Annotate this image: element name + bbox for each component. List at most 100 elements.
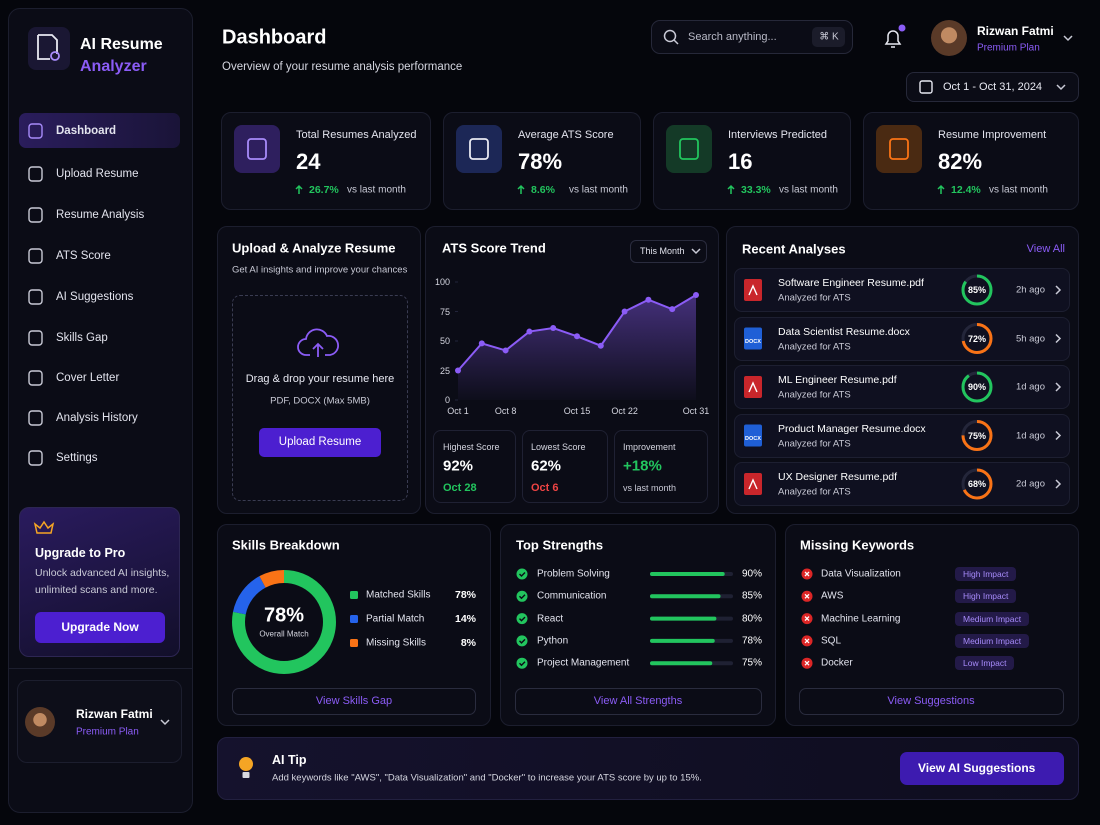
- link-button[interactable]: [799, 688, 1064, 715]
- nav-icon: [28, 248, 43, 264]
- recent-row[interactable]: [734, 413, 1070, 458]
- check-mark: [519, 572, 526, 577]
- link-button[interactable]: [232, 688, 476, 715]
- chart-title: ATS Score Trend: [442, 240, 546, 256]
- nav-item[interactable]: Analysis History: [56, 412, 138, 424]
- check-icon: [516, 635, 528, 647]
- upload-button[interactable]: Upload Resume: [259, 428, 381, 457]
- summary-value: 62%: [531, 457, 562, 475]
- nav-item[interactable]: AI Suggestions: [56, 291, 134, 303]
- link-button[interactable]: [515, 688, 762, 715]
- nav-item[interactable]: Upload Resume: [56, 168, 139, 180]
- nav-item[interactable]: Cover Letter: [56, 372, 120, 384]
- up-arrow: [295, 184, 303, 194]
- file-note: Analyzed for ATS: [778, 438, 851, 449]
- panel-title: Missing Keywords: [800, 537, 915, 553]
- score-ring: [961, 420, 993, 451]
- file-name: UX Designer Resume.pdf: [778, 471, 898, 483]
- stat-value: 24: [296, 149, 321, 174]
- file-icon: [744, 473, 762, 495]
- shortcut: ⌘ K: [819, 31, 839, 43]
- check-icon: [516, 568, 528, 580]
- stat-change: 8.6%: [531, 184, 555, 196]
- check-icon: [516, 657, 528, 669]
- nav-item[interactable]: Resume Analysis: [56, 209, 145, 221]
- summary-card: [522, 430, 608, 503]
- score-label: 90%: [967, 382, 987, 392]
- stat-value: 78%: [518, 149, 563, 174]
- summary-value: 92%: [443, 457, 474, 475]
- x-mark: [804, 638, 810, 644]
- stat-label: Total Resumes Analyzed: [296, 129, 417, 141]
- x-tick-label: Oct 22: [611, 406, 638, 416]
- strength-bar: [650, 661, 713, 666]
- nav-item[interactable]: Settings: [56, 452, 98, 464]
- score-label: 85%: [967, 285, 987, 295]
- tip-button[interactable]: View AI Suggestions: [900, 752, 1064, 785]
- keyword-name: Machine Learning: [821, 613, 901, 625]
- point: [550, 325, 557, 332]
- score-ring: [961, 371, 993, 403]
- panel: [785, 524, 1079, 726]
- upgrade-button[interactable]: Upgrade Now: [35, 612, 165, 643]
- date-range: Oct 1 - Oct 31, 2024: [943, 81, 1043, 93]
- x-mark: [804, 571, 810, 577]
- period-select[interactable]: [630, 240, 707, 263]
- point: [478, 340, 485, 347]
- nav-item[interactable]: Skills Gap: [56, 332, 108, 344]
- drop-zone[interactable]: [232, 295, 408, 501]
- strength-value: 80%: [741, 613, 762, 625]
- user-plan: Premium Plan: [977, 42, 1040, 54]
- file-note: Analyzed for ATS: [778, 389, 851, 401]
- link[interactable]: View Suggestions: [887, 695, 975, 707]
- stat-icon-box: [234, 125, 280, 173]
- file-name: Software Engineer Resume.pdf: [778, 277, 924, 289]
- panel-subtitle: Get AI insights and improve your chances: [232, 264, 408, 276]
- chevron: [1055, 479, 1062, 489]
- stat-note: vs last month: [569, 184, 628, 196]
- stat-change: 33.3%: [741, 184, 771, 196]
- point: [574, 333, 580, 340]
- page-title: Dashboard: [222, 26, 327, 49]
- recent-row[interactable]: [734, 365, 1070, 409]
- notification-dot: [898, 24, 906, 32]
- nav-active[interactable]: [19, 113, 180, 148]
- crown-icon: [33, 520, 55, 534]
- point: [669, 306, 676, 313]
- nav-item[interactable]: ATS Score: [56, 250, 111, 262]
- nav-item[interactable]: Dashboard: [56, 125, 117, 137]
- chevron: [691, 248, 701, 255]
- time: 1d ago: [1015, 430, 1045, 441]
- impact-badge: Low Impact: [955, 656, 1015, 671]
- period-label: This Month: [640, 246, 685, 256]
- summary-card: [614, 430, 708, 503]
- date-picker[interactable]: [906, 72, 1079, 102]
- bulb-icon: [239, 757, 253, 771]
- bulb-base: [242, 772, 250, 778]
- nav-icon: [28, 330, 43, 346]
- link[interactable]: View Skills Gap: [315, 695, 393, 707]
- recent-row[interactable]: [734, 316, 1070, 361]
- keyword-name: Docker: [821, 657, 853, 669]
- stat-icon: [679, 138, 699, 160]
- recent-row[interactable]: [734, 268, 1070, 312]
- stat-icon-box: [456, 125, 502, 173]
- strength-bar: [650, 572, 725, 576]
- y-tick-label: 100: [434, 277, 450, 287]
- brand-name: AI Resume: [80, 36, 163, 53]
- link[interactable]: View All: [1026, 243, 1065, 255]
- legend-swatch: [350, 615, 358, 623]
- file-note: Analyzed for ATS: [778, 341, 851, 352]
- nav-icon: [28, 123, 43, 139]
- recent-row[interactable]: [734, 462, 1070, 506]
- impact-badge: High Impact: [955, 567, 1017, 581]
- strength-bar: [650, 594, 721, 599]
- legend-swatch: [350, 591, 358, 599]
- score-ring: [961, 274, 993, 306]
- donut-sublabel: Overall Match: [259, 629, 309, 639]
- panel: [500, 524, 776, 726]
- stat-value: 16: [728, 149, 753, 174]
- page-subtitle: Overview of your resume analysis perform…: [222, 61, 463, 73]
- check-mark: [519, 638, 526, 644]
- link[interactable]: View All Strengths: [593, 695, 683, 707]
